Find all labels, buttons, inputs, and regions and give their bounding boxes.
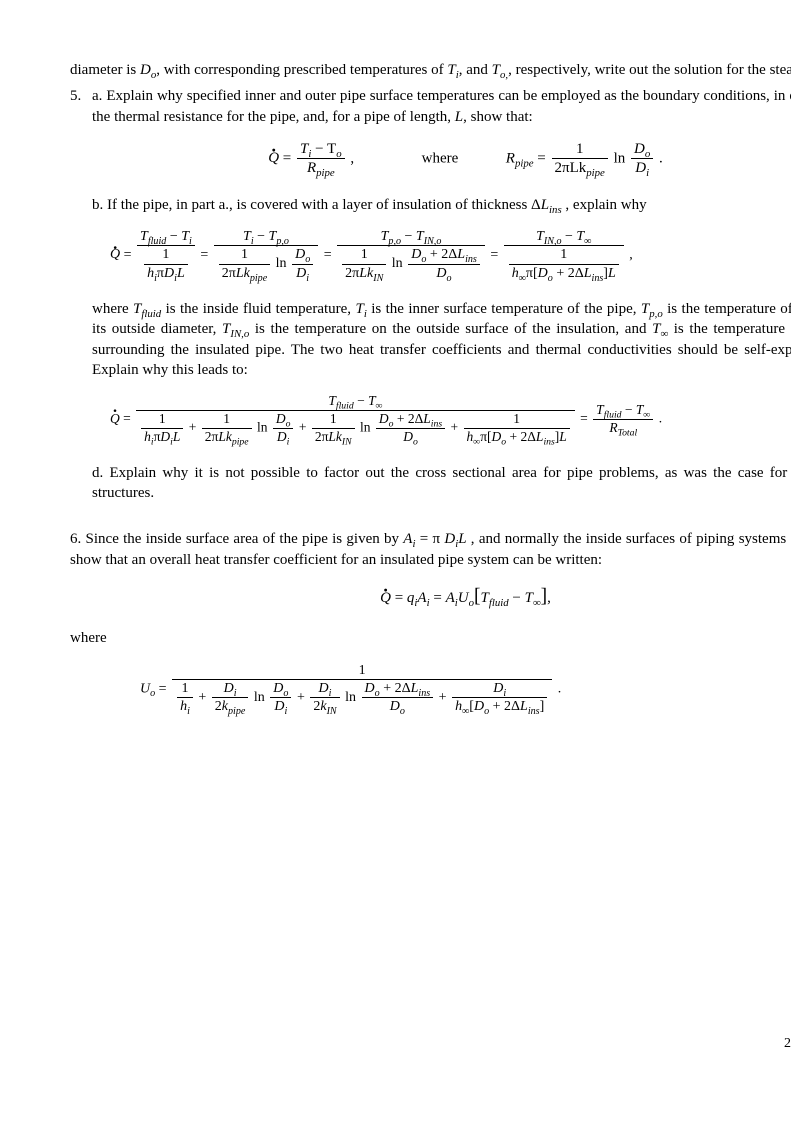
sub: pipe bbox=[515, 157, 534, 169]
comma: , bbox=[547, 590, 551, 606]
s: A bbox=[446, 590, 455, 606]
s: U bbox=[458, 590, 469, 606]
sym: L bbox=[541, 197, 549, 213]
sub: i bbox=[646, 167, 649, 179]
sym: T bbox=[492, 62, 500, 78]
equation-uo: Uo = 1 1hi + Di2kpipe ln DoDi + Di2kIN l… bbox=[140, 663, 791, 715]
text: , show that: bbox=[463, 109, 533, 125]
t: is the temperature on the outside surfac… bbox=[249, 321, 652, 337]
text: If the pipe, in part a., is covered with… bbox=[107, 197, 541, 213]
equation-6: Q = qiAi = AiUo[Tfluid − T∞], bbox=[70, 584, 791, 610]
part-a-text: Explain why specified inner and outer pi… bbox=[92, 88, 791, 124]
sub: o bbox=[336, 148, 341, 160]
eq: = bbox=[534, 150, 550, 166]
item-5: 5. a. Explain why specified inner and ou… bbox=[70, 86, 791, 127]
s: T bbox=[480, 590, 488, 606]
s: T bbox=[525, 590, 533, 606]
part-d: d. Explain why it is not possible to fac… bbox=[92, 463, 791, 504]
text: , with corresponding prescribed temperat… bbox=[156, 62, 447, 78]
sub: ∞ bbox=[660, 328, 668, 340]
sub: o, bbox=[500, 69, 508, 81]
text: , explain why bbox=[562, 197, 647, 213]
r: R bbox=[307, 160, 316, 176]
sym: L bbox=[455, 109, 463, 125]
t: where bbox=[92, 301, 133, 317]
equation-q-rpipe: Q = Ti − To Rpipe , where Rpipe = 1 2πLk… bbox=[70, 141, 791, 177]
sym: D bbox=[140, 62, 151, 78]
s: L bbox=[458, 531, 466, 547]
part-b-label: b. bbox=[92, 197, 103, 213]
sym: T bbox=[447, 62, 455, 78]
sub: o bbox=[645, 148, 650, 160]
where-label: where bbox=[70, 628, 791, 648]
ln: ln bbox=[614, 150, 629, 166]
comma: , bbox=[350, 150, 354, 166]
t: is the inner surface temperature of the … bbox=[367, 301, 641, 317]
eq: = bbox=[155, 681, 170, 696]
q-dot: Q bbox=[268, 148, 279, 168]
d: D bbox=[635, 160, 646, 176]
item-5-body: a. Explain why specified inner and outer… bbox=[92, 86, 791, 127]
s: A bbox=[417, 590, 426, 606]
text: diameter is bbox=[70, 62, 140, 78]
one: 1 bbox=[172, 663, 552, 680]
s: T bbox=[355, 301, 363, 317]
item-6: 6. Since the inside surface area of the … bbox=[70, 529, 791, 570]
comma: , bbox=[629, 247, 633, 262]
s: T bbox=[641, 301, 649, 317]
sub: IN,o bbox=[230, 328, 249, 340]
period: . bbox=[659, 411, 662, 426]
equation-5c: Q = Tfluid − T∞ 1hiπDiL + 12πLkpipe ln D… bbox=[110, 394, 791, 445]
period: . bbox=[659, 150, 663, 166]
s: U bbox=[140, 681, 150, 696]
sub: ∞ bbox=[533, 597, 541, 609]
q-dot: Q bbox=[380, 588, 391, 608]
minus: − bbox=[509, 590, 525, 606]
sub: ins bbox=[549, 204, 562, 216]
continuation-paragraph: diameter is Do, with corresponding presc… bbox=[70, 60, 791, 80]
sub: p,o bbox=[649, 308, 663, 320]
d: D bbox=[634, 141, 645, 157]
sub: fluid bbox=[141, 308, 161, 320]
page-number: 2 bbox=[784, 1035, 791, 1054]
sub: pipe bbox=[316, 167, 335, 179]
item-number: 5. bbox=[70, 86, 92, 127]
minus: − T bbox=[311, 141, 336, 157]
part-b: b. If the pipe, in part a., is covered w… bbox=[92, 195, 791, 215]
part-d-text: Explain why it is not possible to factor… bbox=[92, 465, 791, 501]
sub: pipe bbox=[586, 167, 605, 179]
period: . bbox=[558, 681, 562, 696]
equation-5b-chain: Q = Tfluid − Ti 1hiπDiL = Ti − Tp,o 12πL… bbox=[110, 229, 791, 281]
s: D bbox=[444, 531, 455, 547]
sub: fluid bbox=[489, 597, 509, 609]
r: R bbox=[506, 150, 515, 166]
den: 2πLk bbox=[555, 160, 587, 176]
eq-sign: = bbox=[279, 150, 295, 166]
text: , and bbox=[459, 62, 492, 78]
one: 1 bbox=[552, 141, 608, 160]
eq: = bbox=[430, 590, 446, 606]
t: is the inside fluid temperature, bbox=[161, 301, 355, 317]
item-number: 6. bbox=[70, 531, 81, 547]
eq: = bbox=[391, 590, 407, 606]
part-a-label: a. bbox=[92, 88, 102, 104]
where: where bbox=[422, 150, 459, 166]
where-paragraph-5b: where Tfluid is the inside fluid tempera… bbox=[92, 299, 791, 380]
text: Since the inside surface area of the pip… bbox=[86, 531, 404, 547]
eq: = π bbox=[415, 531, 444, 547]
text: , respectively, write out the solution f… bbox=[508, 62, 791, 78]
part-d-label: d. bbox=[92, 465, 103, 481]
